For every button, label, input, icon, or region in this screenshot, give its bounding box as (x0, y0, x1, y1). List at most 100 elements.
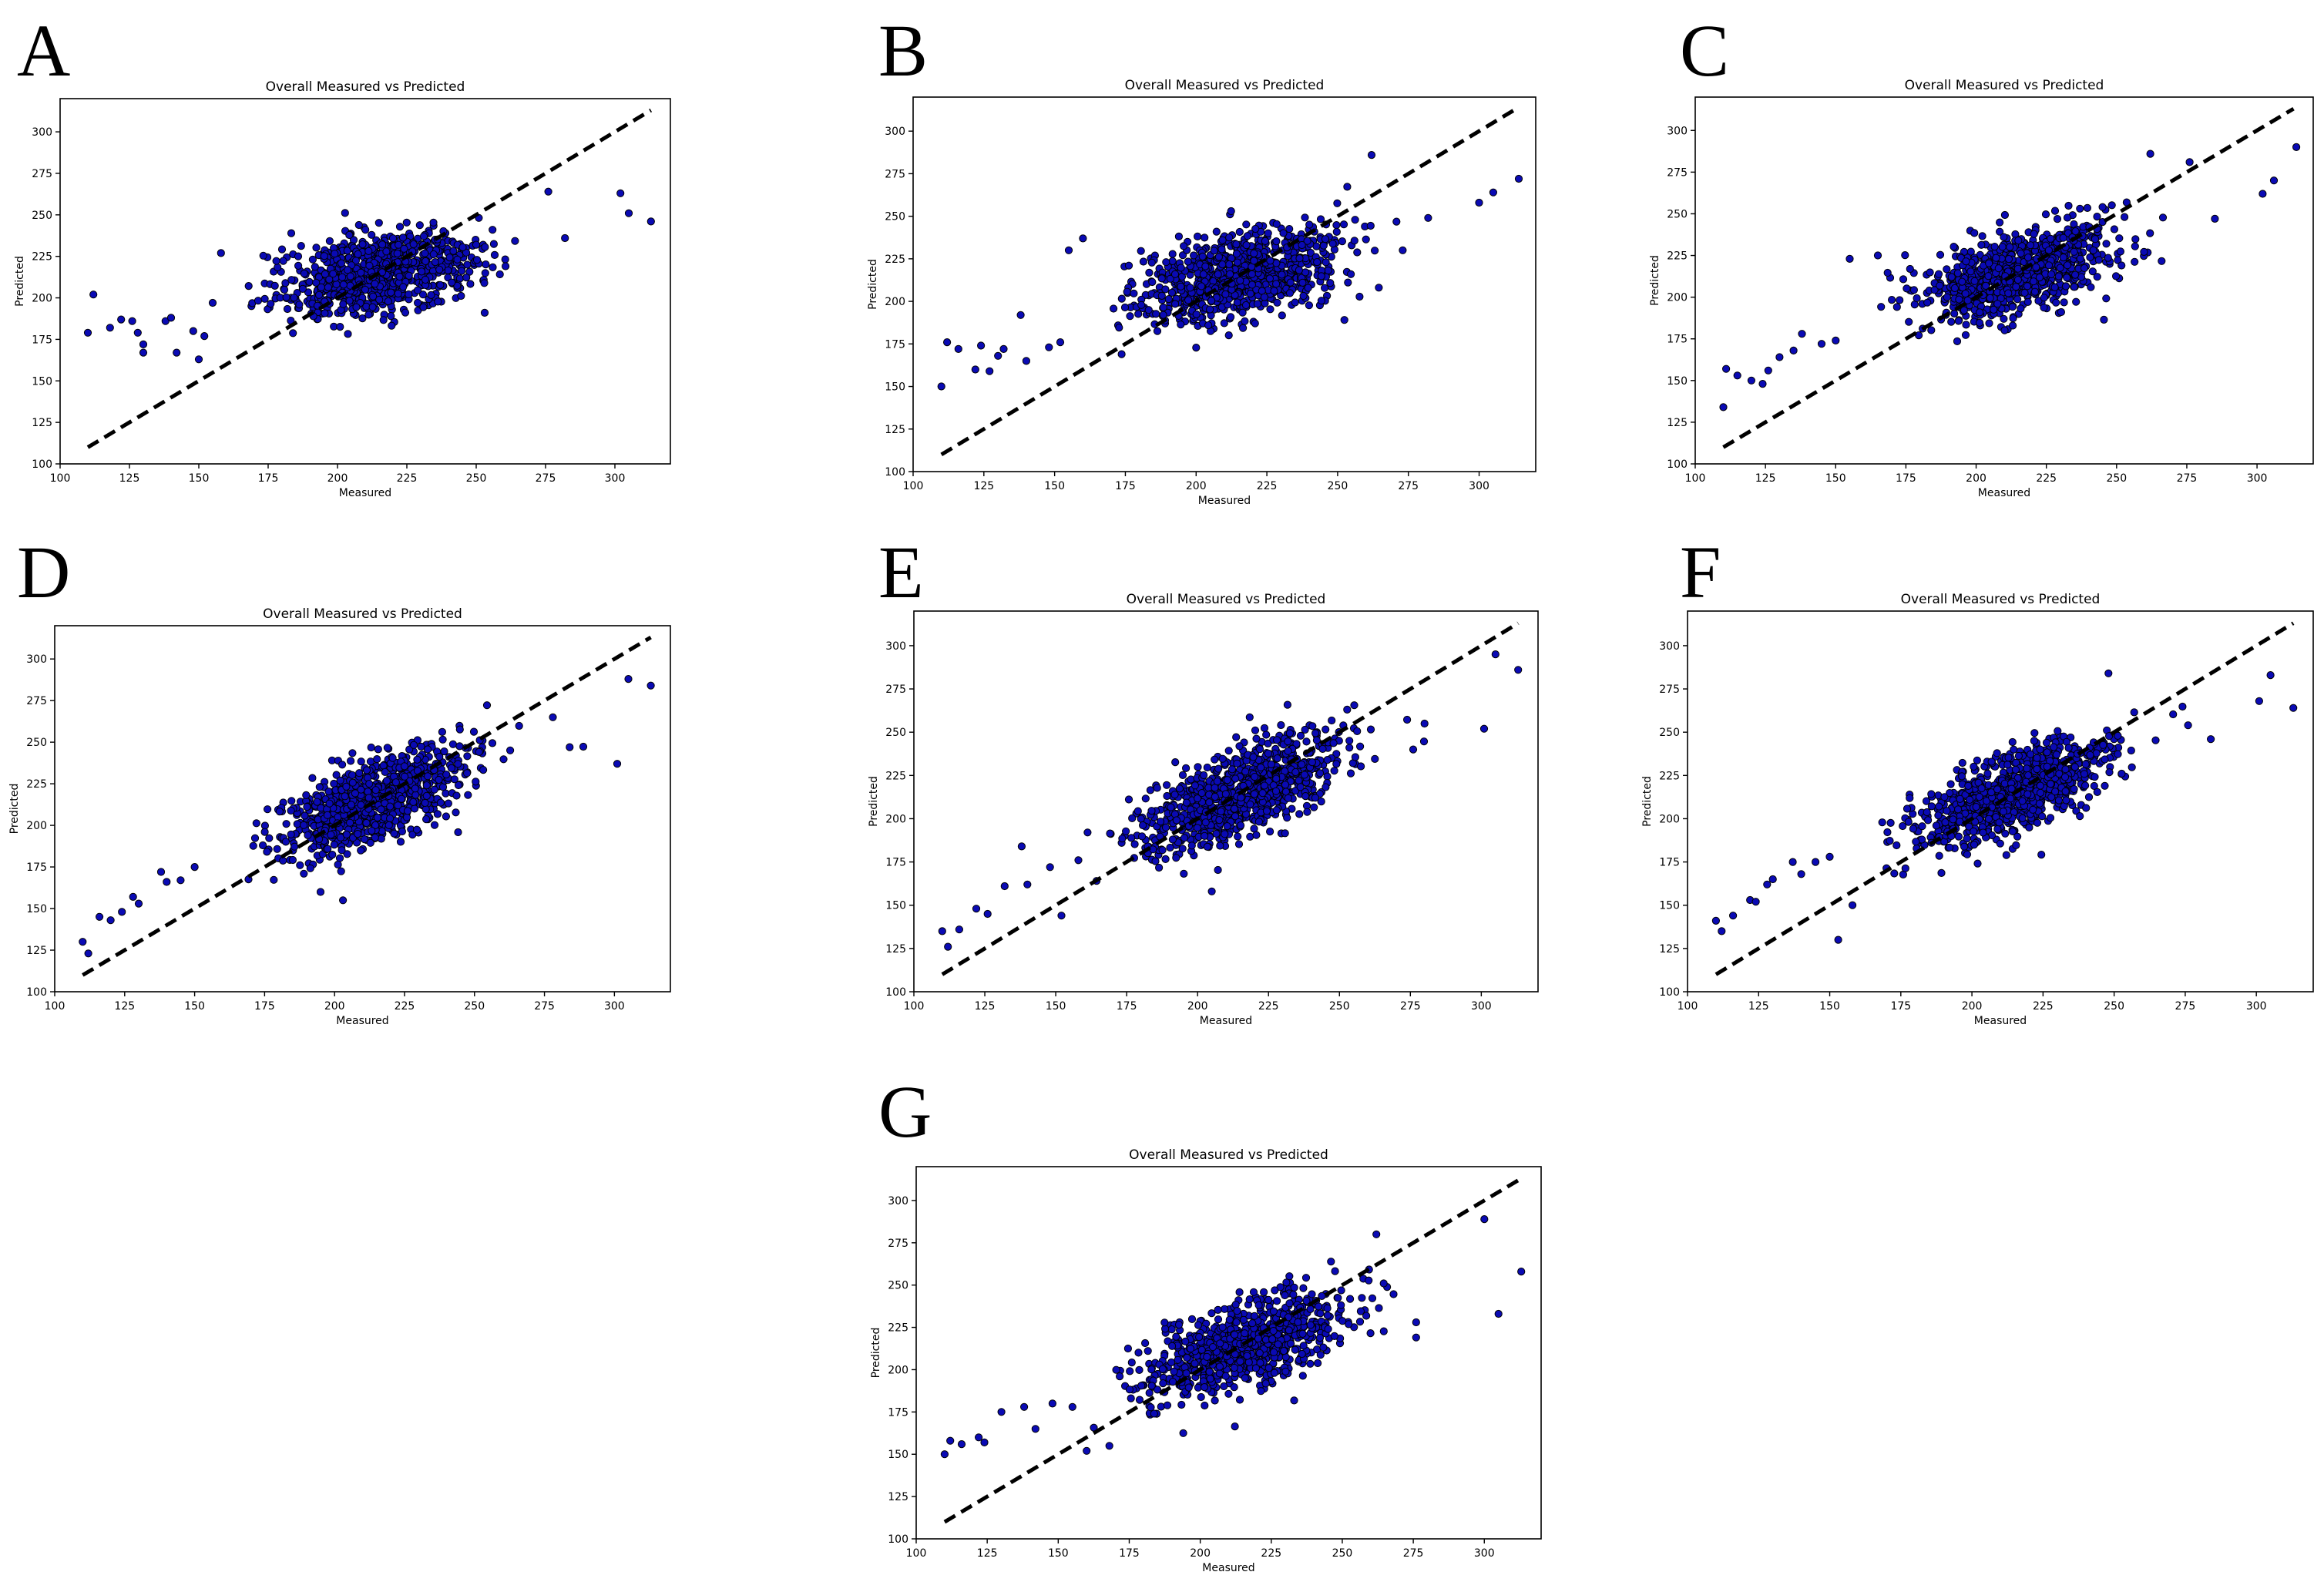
data-point (1193, 824, 1201, 832)
data-point (277, 245, 287, 254)
data-point (1985, 259, 1993, 267)
data-point (368, 826, 376, 835)
data-point (1170, 791, 1179, 799)
data-point (325, 237, 334, 245)
data-point (489, 263, 497, 271)
y-tick-label: 175 (885, 857, 906, 869)
data-point (1255, 745, 1264, 754)
data-point (452, 791, 461, 800)
data-point (502, 262, 510, 270)
data-point (515, 721, 523, 731)
data-point (1353, 727, 1362, 735)
data-point (435, 775, 443, 784)
data-point (1899, 275, 1908, 284)
x-tick-label: 100 (903, 480, 924, 492)
data-point (444, 799, 453, 808)
data-point (2040, 294, 2048, 302)
data-point (1978, 232, 1986, 240)
data-point (1291, 767, 1300, 777)
data-point (1961, 331, 1970, 339)
data-point (2093, 213, 2101, 221)
data-point (343, 850, 351, 858)
data-point (2110, 225, 2119, 233)
data-point (1122, 827, 1130, 835)
data-point (442, 812, 451, 821)
data-point (84, 949, 92, 958)
data-point (613, 760, 622, 768)
data-point (977, 341, 986, 350)
data-point (1171, 300, 1180, 308)
data-point (1232, 240, 1241, 249)
data-point (418, 267, 426, 276)
data-point (1233, 298, 1241, 307)
data-point (1126, 312, 1134, 321)
data-point (1789, 346, 1798, 354)
data-point (2052, 298, 2060, 307)
y-tick-label: 225 (885, 254, 905, 266)
data-point (324, 845, 332, 853)
data-point (117, 315, 126, 324)
data-point (328, 851, 337, 859)
data-point (1333, 199, 1342, 207)
data-point (1237, 793, 1245, 802)
data-point (1180, 242, 1188, 250)
data-point (1233, 258, 1241, 267)
data-point (2032, 263, 2040, 271)
data-point (1300, 771, 1309, 779)
data-points (79, 675, 655, 958)
data-point (373, 755, 381, 764)
data-point (2029, 277, 2038, 286)
data-point (346, 272, 354, 280)
data-point (1926, 268, 1934, 277)
data-point (334, 860, 342, 869)
data-point (1134, 310, 1143, 318)
data-point (1367, 151, 1376, 160)
data-point (1192, 344, 1201, 352)
data-point (463, 752, 472, 761)
x-tick-label: 250 (464, 1000, 485, 1013)
y-tick-label: 275 (1667, 166, 1688, 179)
y-tick-label: 250 (32, 210, 52, 222)
data-point (1927, 326, 1936, 334)
data-point (1345, 737, 1354, 745)
data-point (371, 833, 379, 842)
data-point (1896, 296, 1904, 304)
data-point (311, 263, 319, 271)
data-point (421, 257, 430, 266)
data-point (2013, 295, 2022, 304)
data-point (128, 317, 136, 325)
data-point (1909, 286, 1918, 294)
x-tick-label: 250 (2106, 472, 2127, 485)
data-point (338, 761, 347, 769)
data-point (1214, 253, 1223, 261)
data-point (430, 821, 439, 829)
data-point (1934, 270, 1943, 278)
data-point (1375, 284, 1383, 292)
axes-frame (913, 610, 1539, 993)
data-point (301, 811, 309, 820)
data-point (1124, 261, 1133, 270)
y-axis-label: Predicted (867, 259, 879, 310)
data-point (1285, 289, 1295, 297)
data-point (1246, 290, 1254, 298)
data-point (2054, 727, 2062, 735)
data-point (2076, 254, 2084, 263)
data-point (422, 815, 431, 824)
data-point (1323, 772, 1332, 781)
x-tick-label: 125 (975, 1000, 996, 1013)
identity-line (82, 635, 652, 977)
data-point (2004, 255, 2013, 264)
x-tick-label: 100 (50, 472, 71, 485)
data-point (1298, 240, 1306, 250)
data-point (2000, 210, 2009, 220)
data-point (2040, 304, 2048, 312)
y-tick-label: 300 (26, 653, 47, 666)
data-point (1313, 258, 1322, 267)
data-point (450, 775, 458, 784)
data-point (414, 298, 422, 307)
x-tick-label: 200 (1187, 1000, 1208, 1013)
data-point (1355, 292, 1364, 301)
data-point (1350, 701, 1358, 710)
data-point (409, 798, 418, 806)
